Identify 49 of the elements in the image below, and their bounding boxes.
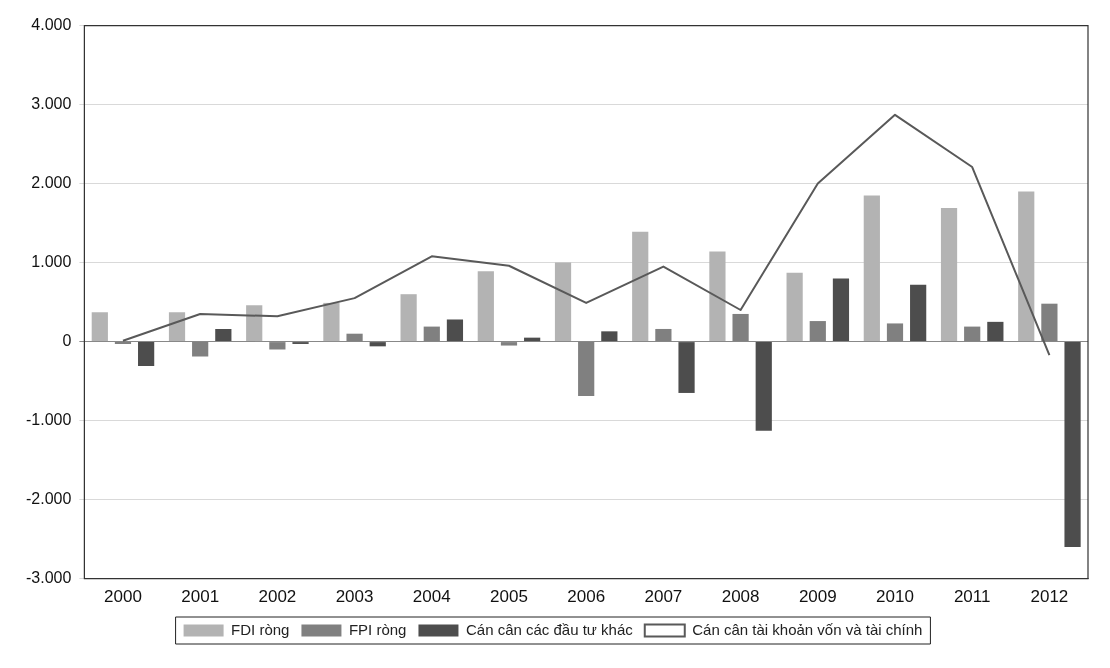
x-tick-label: 2000 (104, 587, 142, 607)
bar (1018, 191, 1035, 342)
x-tick-label: 2011 (953, 587, 991, 607)
bar (863, 195, 880, 342)
y-tick-label: -1.000 (25, 411, 72, 429)
x-tick-label: 2003 (335, 587, 374, 607)
y-tick-label: -2.000 (25, 490, 72, 508)
x-tick-label: 2002 (258, 587, 297, 607)
bar (323, 302, 340, 342)
bar (400, 294, 417, 342)
x-tick-label: 2005 (490, 587, 528, 607)
bar (601, 331, 618, 342)
bar (709, 251, 726, 342)
legend-label: FDI ròng (231, 620, 290, 638)
legend-label: Cán cân tài khoản vốn và tài chính (692, 620, 923, 638)
bar (215, 328, 232, 342)
bar (91, 312, 108, 342)
bar (446, 319, 464, 342)
bar (940, 208, 958, 342)
x-tick-label: 2006 (567, 587, 606, 607)
bar (168, 312, 186, 342)
bar (832, 278, 850, 342)
bar (477, 271, 494, 342)
y-tick-label: -3.000 (25, 569, 72, 587)
bar (1064, 342, 1081, 547)
x-tick-label: 2012 (1030, 587, 1069, 607)
bar (987, 321, 1004, 342)
bar (246, 305, 263, 342)
y-tick-label: 0 (62, 332, 72, 350)
x-tick-label: 2004 (412, 587, 451, 607)
bar (138, 342, 155, 367)
x-tick-label: 2009 (798, 587, 837, 607)
y-tick-label: 3.000 (31, 95, 72, 113)
legend-label: FPI ròng (348, 620, 407, 638)
x-tick-label: 2008 (721, 587, 760, 607)
bar (786, 272, 803, 342)
bar (554, 262, 572, 342)
bar (678, 342, 695, 393)
bar (369, 342, 386, 347)
x-tick-label: 2007 (644, 587, 683, 607)
y-tick-label: 4.000 (31, 16, 72, 34)
y-tick-label: 2.000 (31, 174, 72, 192)
legend-label: Cán cân các đầu tư khác (465, 620, 634, 638)
x-tick-label: 2001 (181, 587, 220, 607)
y-tick-label: 1.000 (31, 253, 72, 271)
bar (755, 342, 772, 431)
x-tick-label: 2010 (876, 587, 914, 607)
bar (632, 231, 649, 342)
bar (910, 284, 927, 342)
